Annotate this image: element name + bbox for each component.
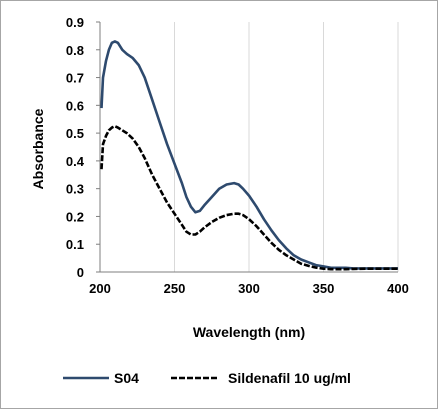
y-tick-label: 0 bbox=[77, 265, 84, 280]
y-tick-label: 0.8 bbox=[66, 43, 84, 58]
x-tick-label: 350 bbox=[313, 281, 335, 296]
x-tick-label: 200 bbox=[89, 281, 111, 296]
y-tick-label: 0.4 bbox=[66, 154, 85, 169]
x-tick-label: 250 bbox=[164, 281, 186, 296]
y-axis-title: Absorbance bbox=[30, 108, 46, 189]
legend: S04 Sildenafil 10 ug/ml bbox=[63, 370, 351, 386]
x-tick-label: 300 bbox=[238, 281, 260, 296]
y-tick-label: 0.1 bbox=[66, 237, 84, 252]
series-line-sildenafil bbox=[100, 124, 398, 271]
grid-lines bbox=[174, 22, 399, 272]
legend-label: Sildenafil 10 ug/ml bbox=[228, 370, 351, 386]
x-tick-label: 400 bbox=[387, 281, 409, 296]
series-lines bbox=[100, 40, 398, 271]
axes bbox=[96, 21, 398, 273]
y-tick-label: 0.7 bbox=[66, 71, 84, 86]
series-line-s04 bbox=[100, 40, 398, 270]
y-tick-label: 0.9 bbox=[66, 15, 84, 30]
tick-labels: 200 250 300 350 400 0 0.1 0.2 0.3 0.4 0.5 0.6 0.7 0.8… bbox=[66, 15, 409, 296]
y-tick-label: 0.3 bbox=[66, 182, 84, 197]
x-axis-title: Wavelength (nm) bbox=[193, 324, 305, 340]
y-tick-label: 0.5 bbox=[66, 126, 84, 141]
y-tick-label: 0.6 bbox=[66, 98, 84, 113]
y-tick-label: 0.2 bbox=[66, 209, 84, 224]
legend-label: S04 bbox=[114, 370, 139, 386]
